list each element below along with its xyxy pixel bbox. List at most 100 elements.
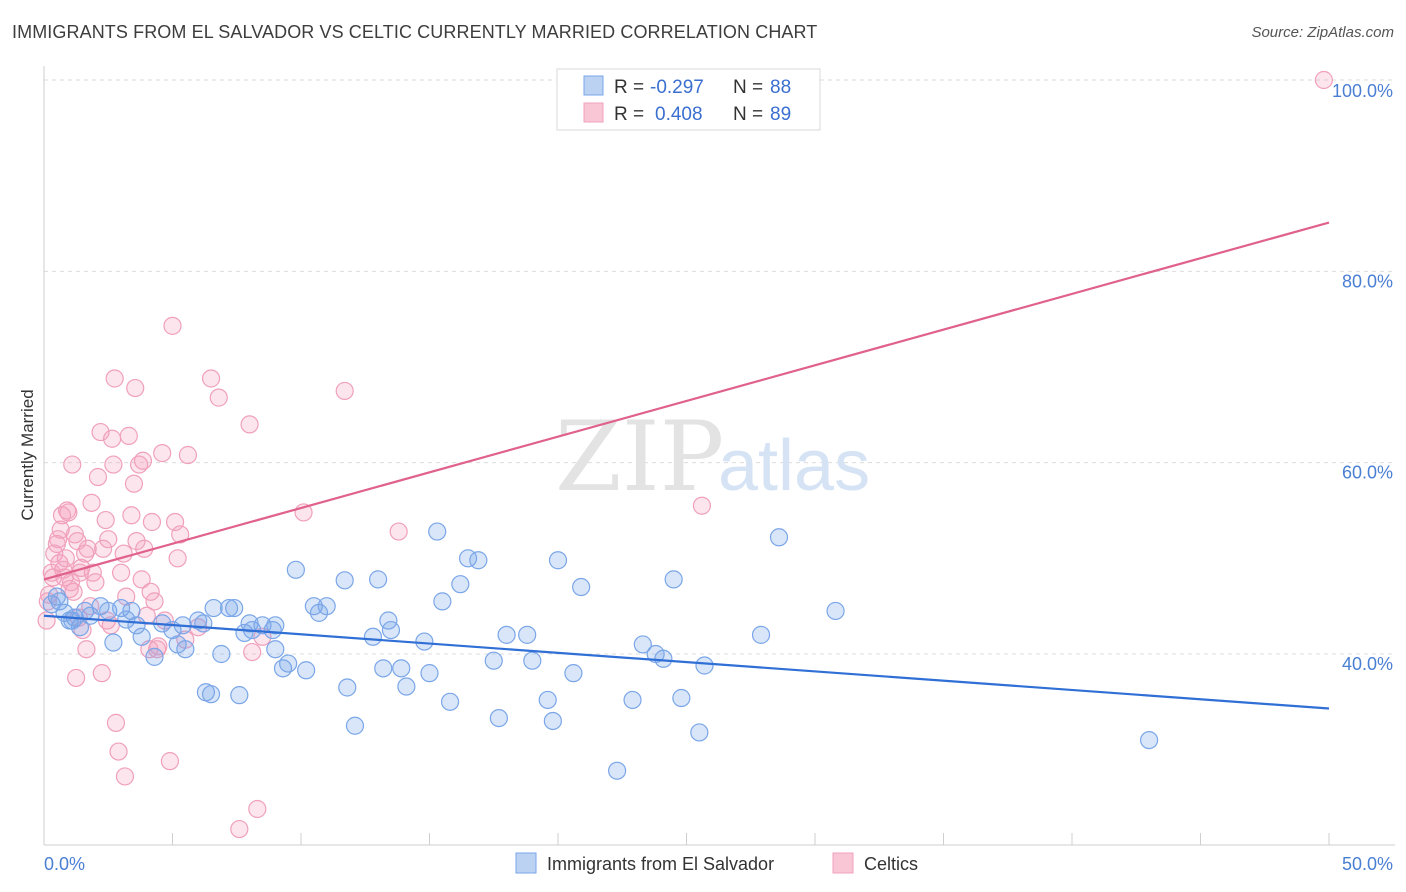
blue-point-29 xyxy=(219,598,239,618)
legend-r-value-2: 0.408 xyxy=(655,104,703,125)
pink-point-42 xyxy=(145,592,164,611)
blue-point-70 xyxy=(543,711,562,731)
pink-point-64 xyxy=(692,496,712,515)
blue-point-42 xyxy=(297,661,316,680)
blue-point-61 xyxy=(451,575,470,594)
blue-point-53 xyxy=(381,620,401,640)
blue-point-13 xyxy=(117,610,136,629)
blue-point-31 xyxy=(230,686,249,705)
pink-point-19 xyxy=(86,573,105,592)
blue-point-28 xyxy=(212,644,231,664)
pink-point-16 xyxy=(78,539,97,558)
blue-point-75 xyxy=(623,690,642,710)
legend-r-value-1: -0.297 xyxy=(650,77,704,98)
pink-point-70 xyxy=(56,549,75,568)
blue-point-68 xyxy=(523,651,542,670)
watermark-atlas: atlas xyxy=(718,426,870,506)
pink-point-59 xyxy=(248,799,267,819)
pink-point-44 xyxy=(153,444,172,463)
legend-r-label-1: R = xyxy=(614,77,644,98)
bottom-legend-label-2: Celtics xyxy=(864,854,918,874)
blue-point-58 xyxy=(428,522,447,541)
chart-title: IMMIGRANTS FROM EL SALVADOR VS CELTIC CU… xyxy=(12,22,818,42)
axes xyxy=(43,66,1395,846)
pink-point-87 xyxy=(103,429,122,448)
blue-point-67 xyxy=(518,625,537,644)
blue-point-30 xyxy=(225,598,244,618)
pink-point-82 xyxy=(126,378,145,398)
pink-point-86 xyxy=(82,493,101,512)
blue-point-14 xyxy=(122,601,141,621)
blue-point-35 xyxy=(253,616,272,635)
pink-point-71 xyxy=(59,503,78,522)
blue-point-45 xyxy=(317,597,336,616)
blue-point-12 xyxy=(111,598,131,618)
legend-swatch-blue xyxy=(583,75,604,96)
blue-point-65 xyxy=(489,708,508,728)
legend-n-value-2: 89 xyxy=(770,104,791,125)
pink-point-32 xyxy=(119,426,138,445)
pink-point-85 xyxy=(149,637,168,656)
y-tick-label-3: 100.0% xyxy=(1332,81,1393,101)
blue-point-57 xyxy=(420,664,439,683)
pink-point-62 xyxy=(335,381,354,401)
pink-point-88 xyxy=(1314,70,1333,90)
bottom-legend-swatch-blue xyxy=(515,852,537,874)
pink-point-55 xyxy=(209,388,228,407)
blue-point-11 xyxy=(104,633,123,652)
y-tick-labels: 40.0% 60.0% 80.0% 100.0% xyxy=(1332,81,1393,674)
pink-trend-line xyxy=(43,221,1330,581)
legend-n-value-1: 88 xyxy=(770,77,791,98)
data-points xyxy=(37,70,1333,839)
pink-point-68 xyxy=(51,520,70,539)
pink-point-20 xyxy=(88,467,108,487)
blue-point-22 xyxy=(176,640,195,659)
pink-point-35 xyxy=(127,532,146,551)
pink-point-57 xyxy=(240,415,259,434)
pink-point-63 xyxy=(389,522,408,541)
blue-point-41 xyxy=(286,560,305,579)
pink-point-50 xyxy=(171,525,190,544)
blue-point-82 xyxy=(695,656,714,675)
pink-point-81 xyxy=(115,767,135,786)
pink-point-0 xyxy=(37,611,56,630)
blue-point-56 xyxy=(415,632,434,651)
blue-point-37 xyxy=(266,616,285,635)
blue-point-74 xyxy=(608,761,627,780)
pink-point-23 xyxy=(96,510,115,530)
bottom-legend-swatch-pink xyxy=(832,852,854,874)
pink-point-34 xyxy=(124,474,144,493)
blue-point-36 xyxy=(263,620,282,640)
y-tick-label-1: 60.0% xyxy=(1342,463,1393,483)
blue-point-73 xyxy=(564,664,583,683)
trend-lines xyxy=(43,221,1330,710)
pink-point-52 xyxy=(178,445,198,465)
pink-point-83 xyxy=(133,451,153,470)
blue-point-69 xyxy=(538,690,557,710)
pink-point-77 xyxy=(77,640,96,659)
pink-point-15 xyxy=(76,544,95,563)
blue-point-66 xyxy=(497,625,516,644)
pink-point-80 xyxy=(105,369,124,388)
blue-point-78 xyxy=(654,649,673,668)
pink-point-49 xyxy=(168,549,187,568)
blue-point-81 xyxy=(690,723,709,742)
blue-point-17 xyxy=(145,647,164,666)
blue-point-16 xyxy=(132,627,151,646)
pink-point-84 xyxy=(141,582,160,601)
pink-point-73 xyxy=(64,582,83,601)
blue-point-46 xyxy=(335,571,354,590)
legend-n-label-2: N = xyxy=(733,104,763,125)
blue-point-83 xyxy=(751,625,771,644)
y-tick-label-0: 40.0% xyxy=(1342,654,1393,674)
blue-point-55 xyxy=(397,677,416,696)
legend-swatch-pink xyxy=(583,102,604,123)
pink-point-33 xyxy=(122,506,141,525)
blue-point-64 xyxy=(484,651,503,670)
pink-point-10 xyxy=(63,455,82,474)
legend-n-label-1: N = xyxy=(733,77,763,98)
pink-point-29 xyxy=(111,563,131,582)
blue-point-49 xyxy=(363,627,383,646)
grid-lines xyxy=(44,79,1395,655)
